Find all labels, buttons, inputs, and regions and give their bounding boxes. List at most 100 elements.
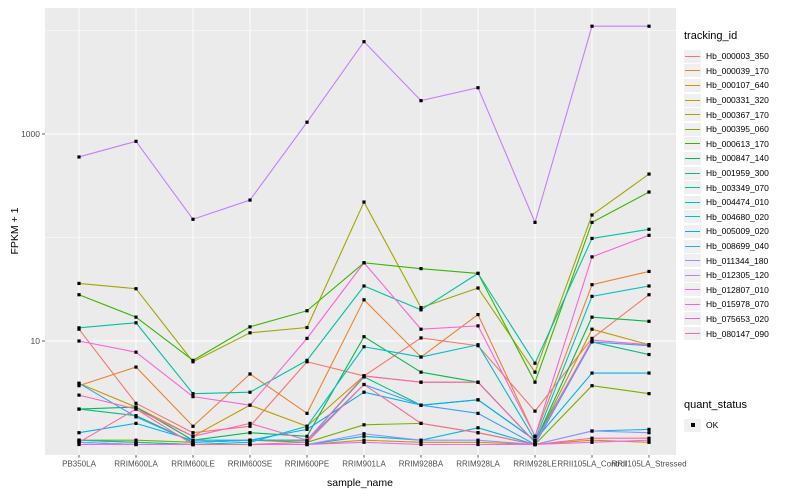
legend-label: Hb_000107_640 [706,80,769,91]
legend-key-line-icon [685,201,700,203]
legend-key-line-icon [685,84,700,86]
x-tick-label: RRIM928LE [513,460,557,469]
legend-key-line-icon [685,245,700,247]
data-point [77,339,81,343]
legend-title-tracking-id: tracking_id [684,30,738,42]
data-point [305,309,309,313]
data-point [476,431,480,435]
x-tick-label: RRII105LA_Stressed [611,460,686,469]
legend-key-line-icon [685,143,700,145]
legend-label: Hb_000395_060 [706,124,769,135]
data-point [590,336,594,340]
data-point [476,411,480,415]
data-point [362,434,366,438]
data-point [419,267,423,271]
data-point [134,315,138,319]
x-axis-title: sample_name [327,477,393,489]
legend-entry-Hb_001959_300: Hb_001959_300 [684,166,798,181]
y-tick-label: 1000 [21,129,40,139]
data-point [590,384,594,388]
data-point [476,438,480,442]
data-point [248,198,252,202]
legend-entry-Hb_000039_170: Hb_000039_170 [684,64,798,79]
data-point [590,255,594,259]
data-point [191,217,195,221]
data-point [533,380,537,384]
legend-key [684,122,701,136]
data-point [476,286,480,290]
data-point [305,427,309,431]
legend-key-line-icon [685,114,700,116]
legend-key [684,78,701,92]
data-point [476,380,480,384]
data-point [134,321,138,325]
x-tick-label: RRIM928LA [456,460,500,469]
legend-key-line-icon [685,289,700,291]
data-point [305,440,309,444]
legend-key [684,224,701,238]
legend-label: Hb_000003_350 [706,51,769,62]
legend-label: Hb_080147_090 [706,328,769,339]
data-point [77,384,81,388]
legend-key [684,195,701,209]
data-point [419,308,423,312]
data-point [191,438,195,442]
legend-key [684,137,701,151]
data-point [191,440,195,444]
legend-key-line-icon [685,187,700,189]
legend-quant-status: quant_status OK [684,399,798,433]
data-point [248,438,252,442]
data-point [248,325,252,329]
data-point [647,352,651,357]
data-point [362,432,366,436]
data-point [134,405,138,409]
data-point [419,438,423,442]
data-point [134,350,138,354]
data-point [362,284,366,288]
data-point [590,371,594,375]
legend-key [684,268,701,282]
data-point [533,440,537,444]
data-point [647,293,651,297]
legend-label: Hb_015978_070 [706,299,769,310]
legend-entry-Hb_008699_040: Hb_008699_040 [684,239,798,254]
quant-status-ok-label: OK [706,420,719,431]
data-point [134,139,138,143]
legend-entry-Hb_005009_020: Hb_005009_020 [684,224,798,239]
legend-key-line-icon [685,333,700,335]
data-point [476,343,480,347]
data-point [248,421,252,425]
data-point [305,442,309,447]
legend-label: Hb_012305_120 [706,270,769,281]
legend-entries: Hb_000003_350 Hb_000039_170 Hb_000107_640 H… [684,49,798,341]
legend-key-line-icon [685,274,700,276]
data-point [590,340,594,344]
data-point [647,392,651,396]
data-point [476,442,480,447]
legend-title-quant-status: quant_status [684,399,747,411]
data-point [590,294,594,298]
legend-label: Hb_000847_140 [706,153,769,164]
data-point [362,335,366,339]
legend-entry-Hb_000107_640: Hb_000107_640 [684,78,798,93]
y-axis-title: FPKM + 1 [9,207,21,255]
data-point [134,287,138,291]
data-point [419,355,423,359]
legend-key-line-icon [685,55,700,57]
data-point [77,281,81,286]
data-point [77,440,81,444]
data-point [362,200,366,204]
legend-key-line-icon [685,303,700,305]
legend-entry-Hb_000613_170: Hb_000613_170 [684,137,798,152]
data-point [191,358,195,362]
data-point [134,407,138,411]
data-point [362,423,366,427]
data-point [647,343,651,347]
data-point [305,434,309,438]
data-point [419,403,423,407]
data-point [590,220,594,224]
data-point [476,440,480,444]
data-point [134,438,138,442]
